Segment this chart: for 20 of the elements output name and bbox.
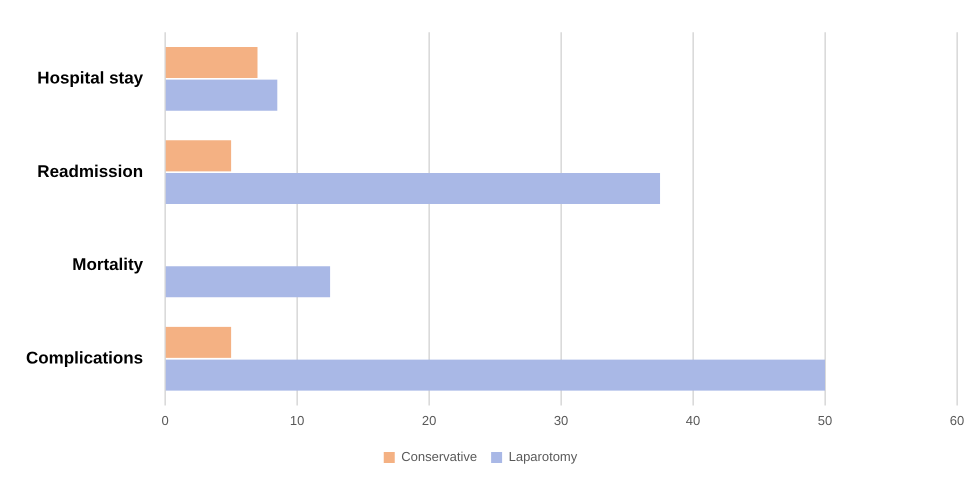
bar [166, 360, 826, 391]
x-tick-label: 40 [686, 412, 700, 428]
bar [166, 47, 258, 78]
bar [166, 326, 232, 358]
bar [166, 172, 660, 204]
bar [166, 266, 330, 298]
y-tick-label: Readmission [37, 162, 144, 181]
y-tick-label: Complications [26, 348, 144, 368]
legend-label: Conservative [401, 449, 478, 464]
x-tick-label: 60 [950, 412, 964, 428]
bar [166, 80, 278, 111]
y-tick-label: Mortality [72, 255, 144, 274]
x-tick-label: 20 [422, 412, 436, 428]
x-tick-label: 30 [554, 412, 568, 428]
x-tick-label: 50 [818, 412, 832, 428]
x-tick-label: 0 [162, 412, 169, 428]
x-tick-label: 10 [290, 412, 304, 428]
legend-label: Laparotomy [508, 449, 578, 464]
bar [166, 140, 232, 172]
y-tick-label: Hospital stay [37, 68, 144, 88]
